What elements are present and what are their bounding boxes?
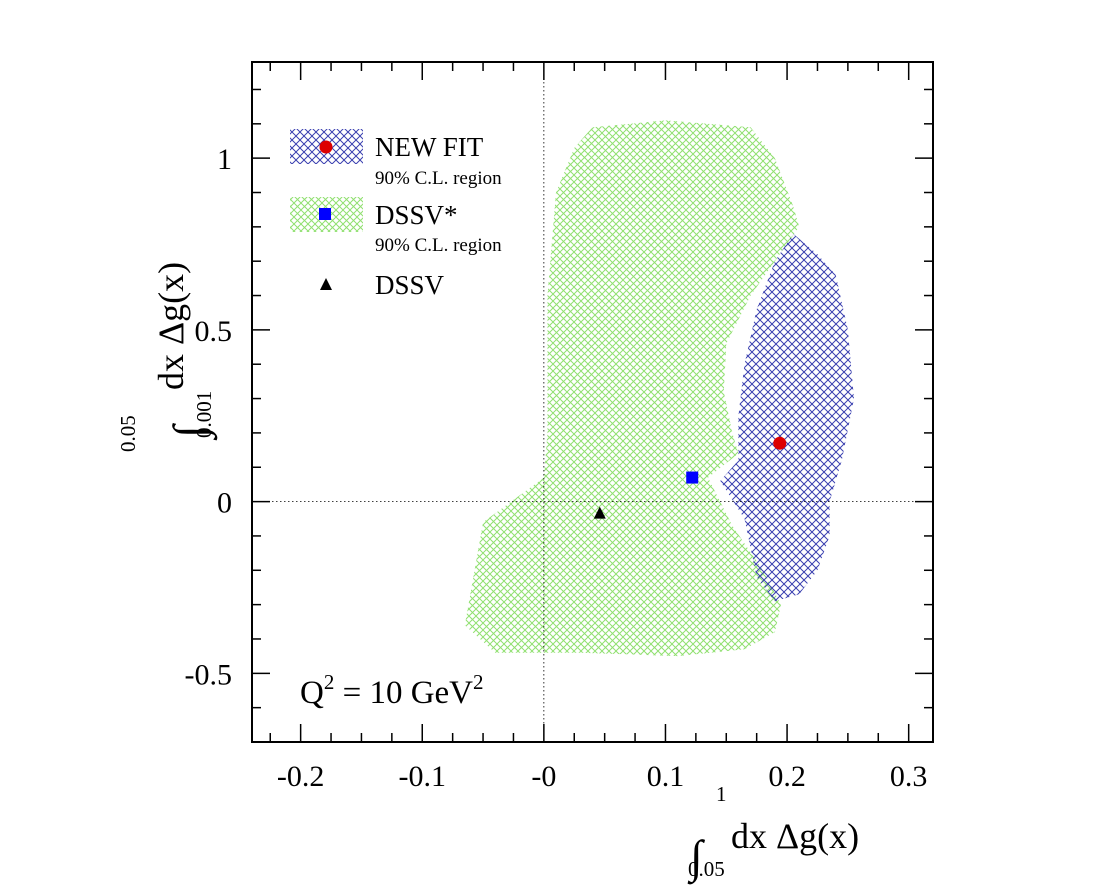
x-tick-labels: -0.2 -0.1 -0 0.1 0.2 0.3: [277, 760, 928, 793]
x-label-upper-limit: 1: [716, 782, 727, 806]
legend-marker-dssv-star: [319, 208, 331, 220]
x-axis-label: ∫ 1 0.05 dx Δg(x): [687, 782, 859, 885]
legend-marker-newfit: [319, 140, 333, 154]
plot-frame: [251, 61, 934, 743]
y-tick-label: 1: [217, 143, 232, 176]
legend: NEW FIT 90% C.L. region DSSV* 90% C.L. r…: [290, 129, 502, 300]
legend-sublabel-dssv-star: 90% C.L. region: [375, 235, 502, 256]
reference-lines: [252, 62, 933, 742]
point-dssv: [593, 506, 606, 519]
y-label-upper-limit: 0.05: [116, 415, 140, 452]
x-tick-label: -0.1: [399, 760, 447, 793]
x-tick-label: 0.3: [890, 760, 928, 793]
point-new-fit: [773, 436, 787, 450]
data-points: [593, 436, 787, 519]
legend-marker-dssv: [320, 278, 332, 290]
y-tick-label: 0.5: [195, 315, 233, 348]
y-label-lower-limit: 0.001: [192, 391, 216, 438]
regions-layer: [464, 120, 854, 657]
x-tick-label: -0: [531, 760, 556, 793]
y-axis-label: ∫ 0.05 0.001 dx Δg(x): [116, 262, 218, 452]
x-tick-label: -0.2: [277, 760, 325, 793]
legend-label-dssv: DSSV: [375, 270, 445, 300]
x-label-text: dx Δg(x): [731, 816, 859, 856]
legend-label-newfit: NEW FIT: [375, 132, 484, 162]
y-tick-label: -0.5: [185, 658, 233, 691]
x-tick-label: 0.2: [768, 760, 806, 793]
y-tick-labels: -0.5 0 0.5 1: [185, 143, 233, 691]
q2-annotation: Q2 = 10 GeV2: [300, 670, 484, 711]
axis-ticks: [252, 62, 933, 742]
dssv-region: [464, 120, 800, 657]
x-label-lower-limit: 0.05: [688, 857, 725, 881]
y-tick-label: 0: [217, 487, 232, 520]
newfit-region: [720, 233, 854, 602]
legend-sublabel-newfit: 90% C.L. region: [375, 168, 502, 189]
y-label-integral: ∫: [164, 423, 218, 441]
x-label-integral: ∫: [687, 831, 705, 885]
y-label-text: dx Δg(x): [151, 262, 191, 390]
legend-label-dssv-star: DSSV*: [375, 200, 458, 230]
x-tick-label: 0.1: [647, 760, 685, 793]
point-dssv-star: [686, 471, 699, 484]
